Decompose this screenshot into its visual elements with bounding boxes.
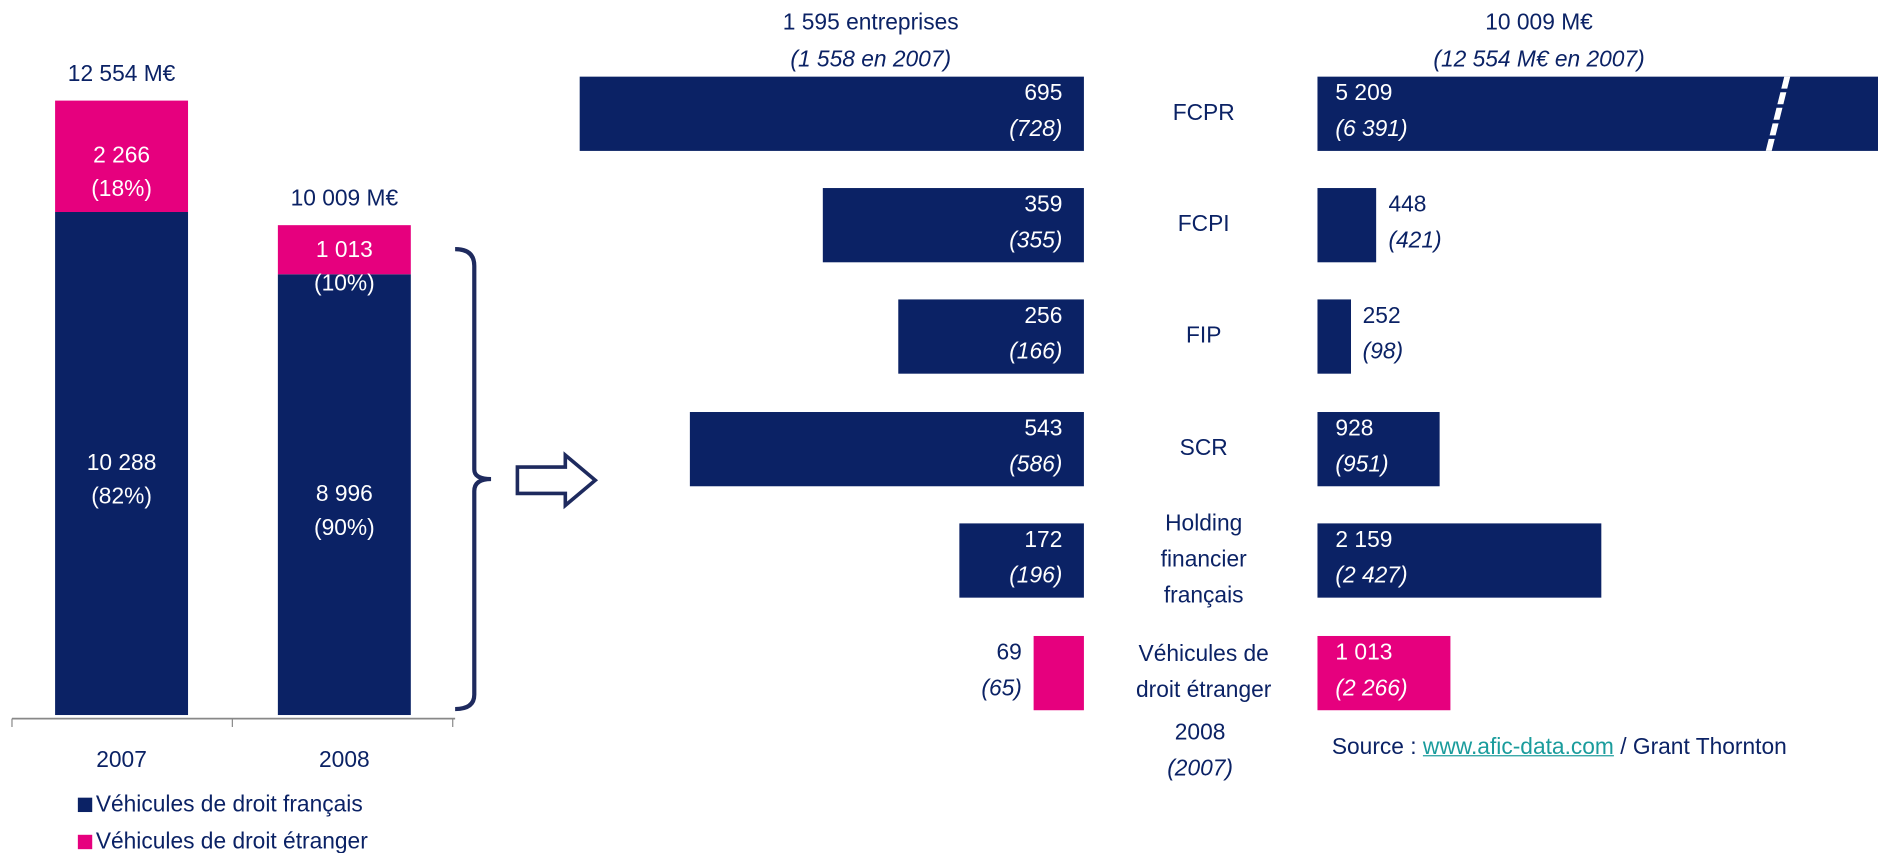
value-label: 256	[1024, 303, 1063, 329]
prior-label: (65)	[981, 676, 1022, 702]
value-label: 448	[1388, 192, 1427, 218]
bar-segment	[277, 274, 411, 716]
bar	[689, 412, 1084, 487]
bar	[1317, 523, 1602, 598]
category-label: FCPI	[1177, 211, 1230, 238]
bar	[1033, 635, 1084, 711]
left-subtitle: (1 558 en 2007)	[790, 47, 952, 73]
value-label: 359	[1024, 192, 1063, 218]
prior-label: (728)	[1009, 116, 1063, 142]
share-label: (10%)	[313, 270, 375, 297]
prior-label: (355)	[1009, 228, 1063, 254]
right-subtitle: (12 554 M€ en 2007)	[1433, 47, 1645, 73]
bar	[579, 76, 1084, 151]
bracket	[455, 247, 492, 712]
key-label: (2007)	[1167, 756, 1233, 782]
prior-label: (98)	[1362, 339, 1404, 365]
category-label: FIP	[1185, 323, 1222, 349]
category-label: SCR	[1179, 435, 1228, 462]
total-label: 12 554 M€	[67, 61, 176, 87]
value-label: 10 288	[86, 450, 157, 476]
prior-label: (586)	[1009, 452, 1063, 478]
share-label: (18%)	[91, 177, 152, 203]
x-tick-label: 2008	[319, 747, 370, 774]
value-label: 172	[1024, 527, 1063, 553]
prior-label: (6 391)	[1335, 116, 1408, 142]
bar	[1317, 635, 1451, 711]
source-link[interactable]: www.afic-data.com	[1422, 734, 1614, 760]
bar-segment	[277, 225, 411, 275]
bar	[1317, 412, 1440, 487]
key-label: 2008	[1174, 720, 1226, 746]
prior-label: (2 427)	[1335, 563, 1408, 589]
total-label: 10 009 M€	[290, 186, 399, 212]
value-label: 928	[1335, 416, 1374, 442]
value-label: 695	[1024, 80, 1063, 106]
prior-label: (421)	[1388, 228, 1442, 254]
legend-swatch	[77, 834, 93, 850]
bar	[1317, 299, 1351, 374]
share-label: (90%)	[313, 515, 375, 541]
bar-segment	[55, 100, 189, 212]
value-label: 543	[1024, 416, 1063, 442]
value-label: 2 159	[1335, 527, 1393, 553]
value-label: 5 209	[1335, 80, 1393, 106]
legend-label: Véhicules de droit étranger	[95, 829, 368, 853]
category-label: FCPR	[1172, 100, 1235, 126]
source-suffix: / Grant Thornton	[1613, 734, 1787, 760]
value-label: 252	[1362, 303, 1401, 329]
bar	[1317, 188, 1377, 263]
legend-swatch	[77, 797, 93, 813]
bar	[959, 523, 1084, 598]
right-title: 10 009 M€	[1485, 10, 1593, 36]
source-prefix: Source :	[1331, 734, 1423, 760]
legend-label: Véhicules de droit français	[95, 792, 363, 818]
prior-label: (951)	[1335, 452, 1389, 478]
value-label: 1 013	[315, 237, 373, 263]
category-label: Véhicules de droit étranger	[1135, 641, 1272, 704]
value-label: 1 013	[1335, 640, 1393, 666]
source: Source : www.afic-data.com / Grant Thorn…	[1332, 736, 1787, 759]
bar	[1317, 76, 1878, 151]
value-label: 2 266	[93, 143, 151, 169]
category-label: Holding financier français	[1160, 511, 1247, 609]
prior-label: (196)	[1009, 563, 1063, 589]
bar	[823, 188, 1084, 263]
share-label: (82%)	[91, 484, 152, 510]
prior-label: (166)	[1009, 339, 1063, 365]
bar-segment	[55, 211, 189, 716]
bar	[898, 299, 1084, 374]
value-label: 8 996	[315, 482, 373, 508]
left-title: 1 595 entreprises	[782, 10, 959, 36]
prior-label: (2 266)	[1335, 676, 1408, 702]
value-label: 69	[996, 640, 1022, 666]
arrow	[515, 451, 599, 510]
x-tick-label: 2007	[96, 747, 147, 774]
